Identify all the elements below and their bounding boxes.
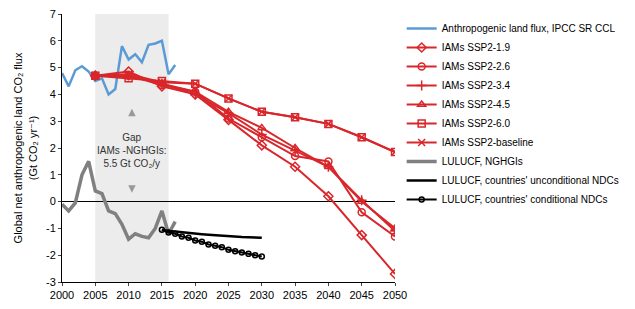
svg-text:2015: 2015 (150, 289, 174, 301)
svg-text:2035: 2035 (283, 289, 307, 301)
svg-text:2000: 2000 (50, 289, 74, 301)
svg-text:LULUCF, NGHGIs: LULUCF, NGHGIs (442, 156, 523, 167)
svg-text:GapIAMs -NGHGIs:5.5 Gt CO₂/y: GapIAMs -NGHGIs:5.5 Gt CO₂/y (97, 132, 166, 169)
svg-text:1: 1 (50, 169, 56, 181)
svg-text:Global net anthropogenic land: Global net anthropogenic land CO₂ flux(G… (12, 52, 38, 243)
svg-text:7: 7 (50, 8, 56, 20)
svg-text:6: 6 (50, 35, 56, 47)
svg-text:2: 2 (50, 142, 56, 154)
svg-text:2030: 2030 (250, 289, 274, 301)
svg-text:5: 5 (50, 61, 56, 73)
svg-text:Anthropogenic land flux, IPCC: Anthropogenic land flux, IPCC SR CCL (442, 23, 616, 34)
svg-text:IAMs SSP2-2.6: IAMs SSP2-2.6 (442, 61, 511, 72)
svg-text:IAMs SSP2-4.5: IAMs SSP2-4.5 (442, 99, 511, 110)
svg-text:2020: 2020 (183, 289, 207, 301)
svg-text:-3: -3 (46, 276, 56, 288)
svg-text:LULUCF, countries' uncondition: LULUCF, countries' unconditional NDCs (442, 175, 619, 186)
svg-text:IAMs SSP2-3.4: IAMs SSP2-3.4 (442, 80, 511, 91)
svg-text:IAMs SSP2-6.0: IAMs SSP2-6.0 (442, 118, 511, 129)
svg-text:2045: 2045 (349, 289, 373, 301)
svg-text:LULUCF, countries' conditional: LULUCF, countries' conditional NDCs (442, 194, 608, 205)
svg-text:2025: 2025 (216, 289, 240, 301)
svg-text:0: 0 (50, 195, 56, 207)
svg-text:-1: -1 (46, 222, 56, 234)
svg-text:-2: -2 (46, 249, 56, 261)
svg-text:2050: 2050 (383, 289, 407, 301)
svg-text:2040: 2040 (316, 289, 340, 301)
svg-text:2005: 2005 (83, 289, 107, 301)
svg-text:IAMs SSP2-1.9: IAMs SSP2-1.9 (442, 42, 511, 53)
svg-text:IAMs SSP2-baseline: IAMs SSP2-baseline (442, 137, 534, 148)
svg-text:2010: 2010 (116, 289, 140, 301)
svg-text:4: 4 (50, 88, 56, 100)
svg-text:3: 3 (50, 115, 56, 127)
